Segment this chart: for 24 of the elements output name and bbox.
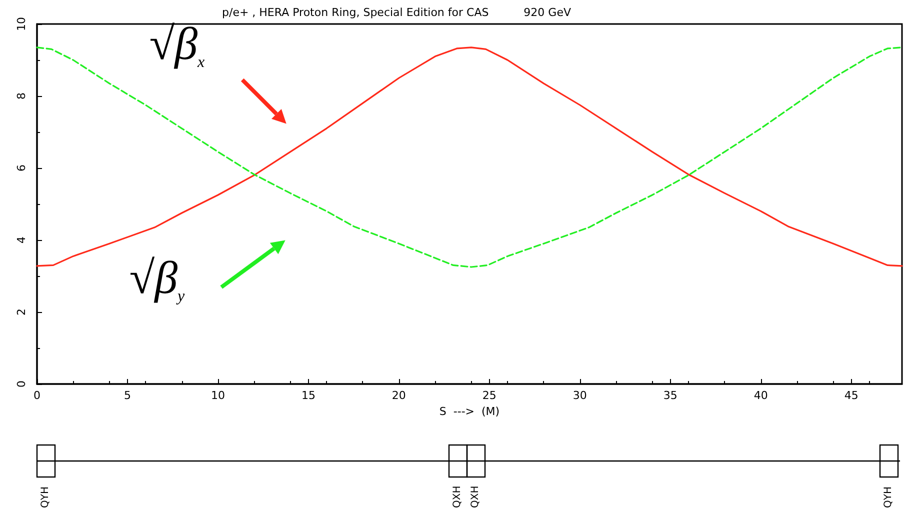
annotation: √β$_{x}$ [149,18,205,71]
x-tick-label: 45 [844,389,858,402]
x-tick-label: 25 [482,389,496,402]
x-tick-label: 0 [34,389,40,402]
y-tick-label: 6 [15,164,28,172]
x-tick-label: 40 [754,389,768,402]
y-tick-label: 0 [15,380,28,388]
y-tick-label: 8 [15,92,28,100]
x-axis-title: S ---> (M) [439,404,500,418]
x-tick-label: 20 [392,389,406,402]
x-tick-label: 15 [301,389,316,402]
text: QYH [40,486,51,508]
text: QXH [470,486,481,508]
x-tick-label: 10 [210,389,225,402]
y-tick-label: 10 [15,17,28,31]
y-tick-label: 2 [15,308,28,316]
text: QXH [452,486,463,508]
x-tick-label: 5 [124,389,131,402]
text: QYH [883,486,894,508]
annotation: √β$_{y}$ [129,252,185,306]
x-tick-label: 30 [572,389,587,402]
chart-title: p/e+ , HERA Proton Ring, Special Edition for CAS 920 GeV [222,6,572,19]
x-tick-label: 35 [663,389,678,402]
y-tick-label: 4 [15,236,28,244]
